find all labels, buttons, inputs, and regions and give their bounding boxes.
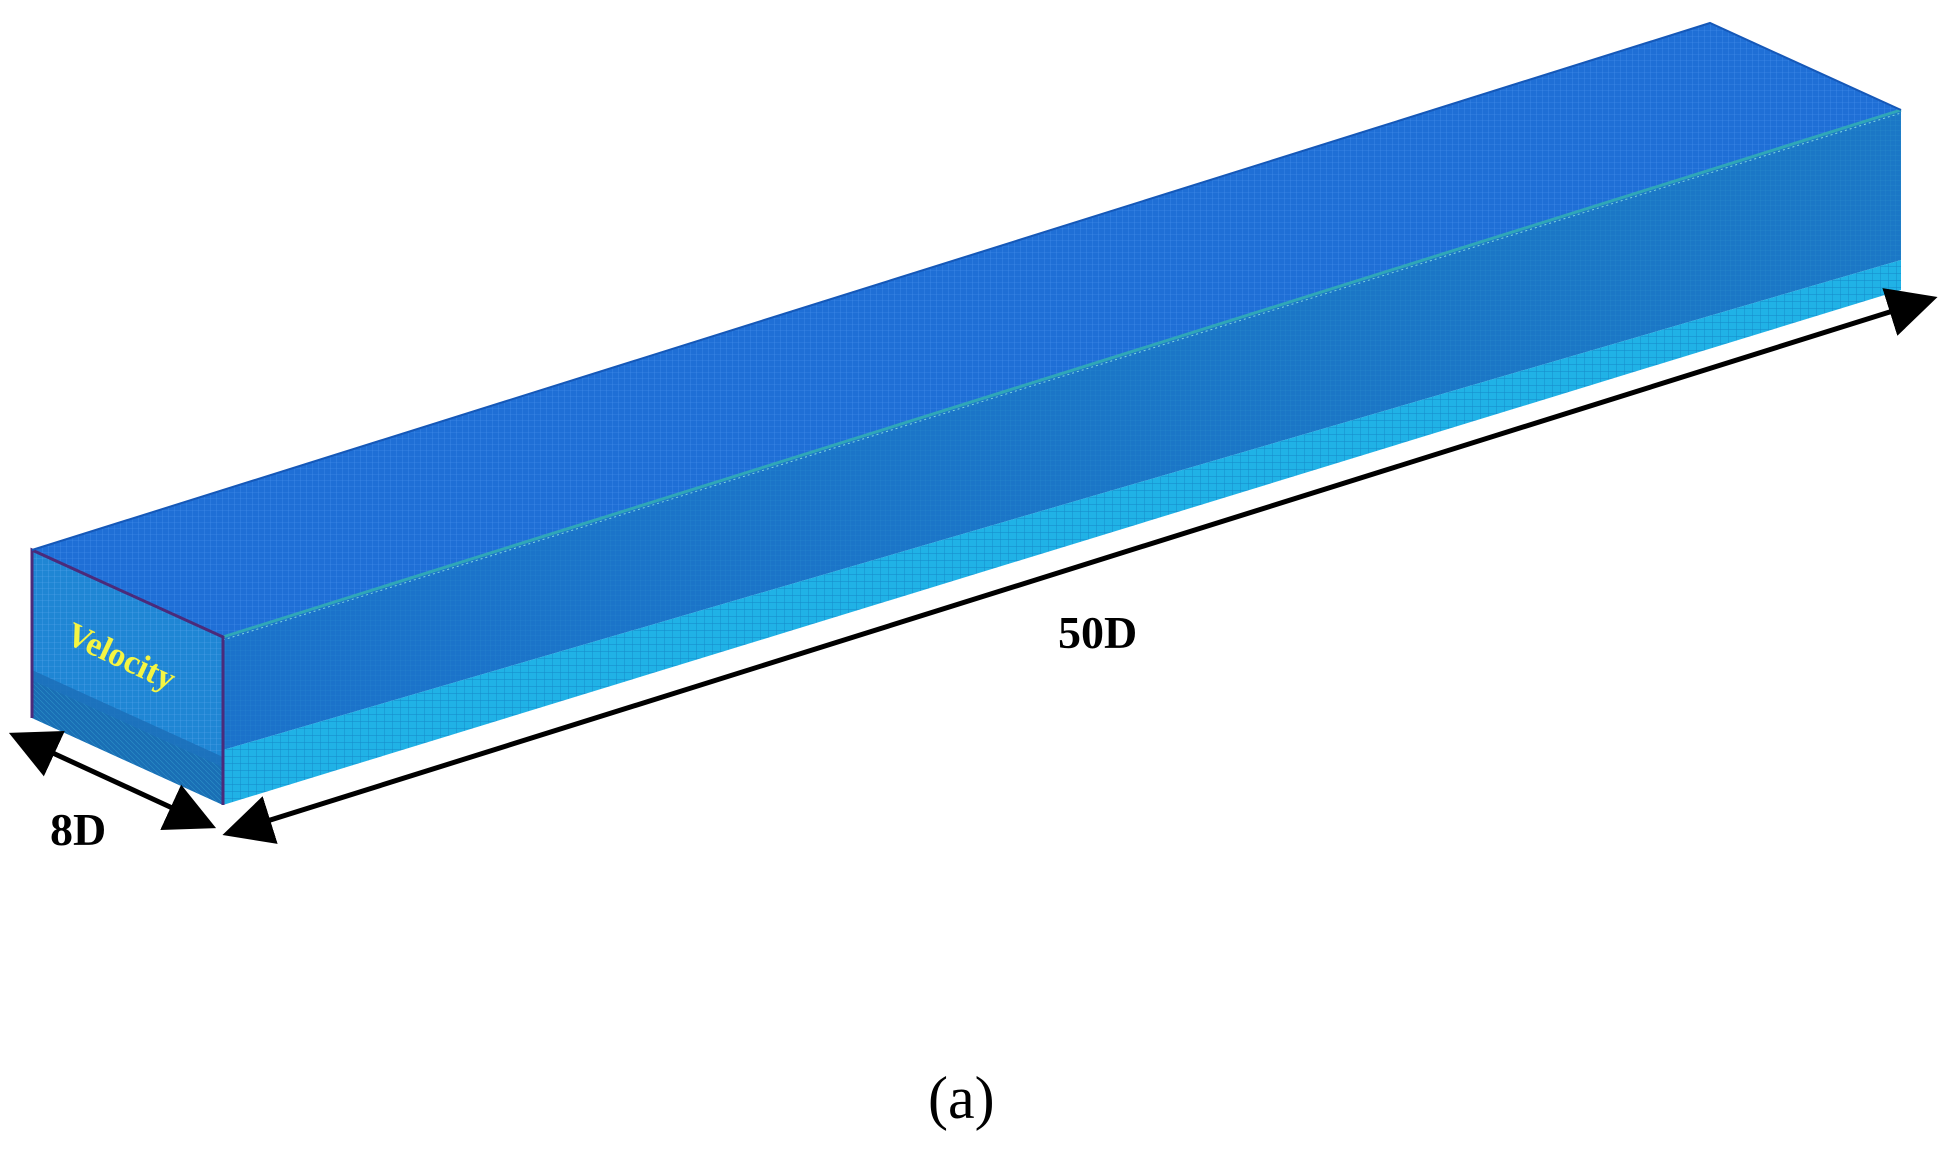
- length-label: 50D: [1058, 607, 1137, 658]
- top-seam: [222, 112, 1902, 641]
- width-label: 8D: [50, 804, 106, 855]
- figure-caption: (a): [928, 1065, 995, 1131]
- width-arrow: [8, 731, 217, 830]
- top-far-edge: [222, 108, 1902, 639]
- length-arrow: [222, 288, 1938, 844]
